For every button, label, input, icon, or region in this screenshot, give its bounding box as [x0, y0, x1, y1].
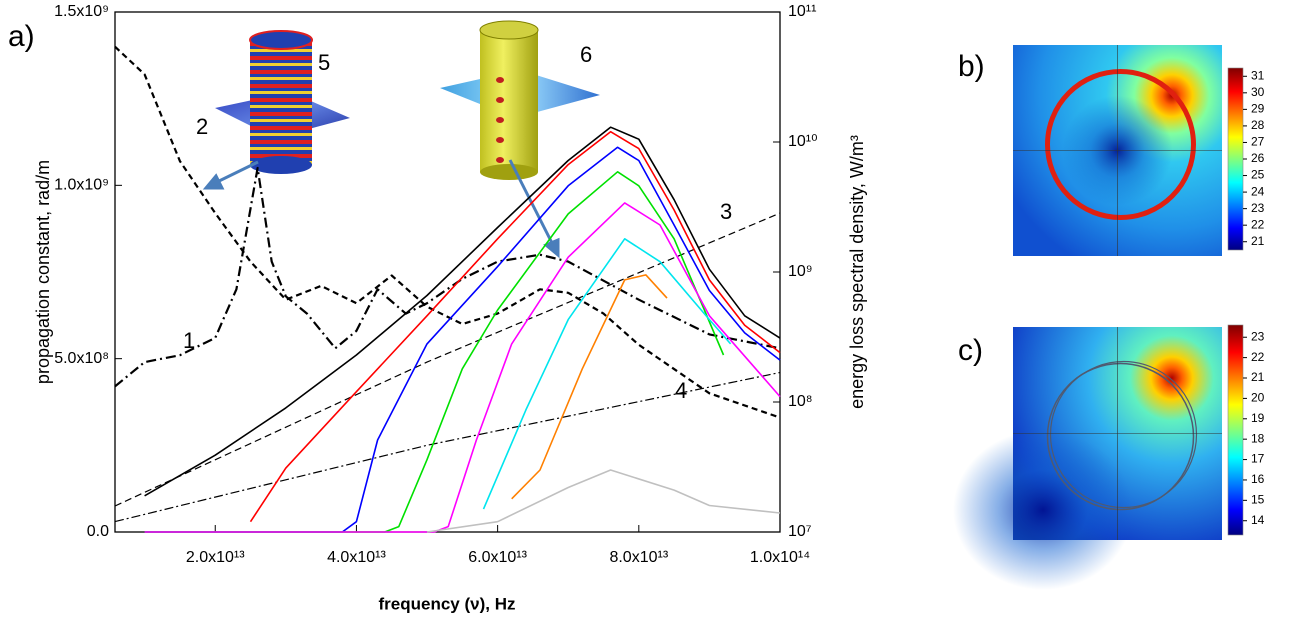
series-line — [144, 126, 781, 497]
colorbar-tick-label: 23 — [1251, 201, 1265, 215]
series-line — [114, 212, 781, 507]
annotation: 5 — [318, 50, 330, 75]
x-tick-label: 8.0x10¹³ — [609, 549, 668, 566]
colorbar-tick-label: 15 — [1251, 493, 1265, 507]
series-line — [249, 130, 781, 523]
colorbar-tick-label: 25 — [1251, 168, 1265, 182]
ring — [1046, 362, 1195, 511]
annotation: 2 — [196, 114, 208, 139]
colorbar-tick-label: 14 — [1251, 513, 1265, 527]
colorbar-tick-label: 22 — [1251, 217, 1265, 231]
panel-label: b) — [958, 50, 985, 83]
annotation: 4 — [675, 378, 687, 403]
colorbar-tick-label: 20 — [1251, 391, 1265, 405]
series-line — [144, 171, 725, 533]
series-line — [426, 469, 781, 533]
colorbar-tick-label: 16 — [1251, 472, 1265, 486]
panel-label: a) — [8, 20, 35, 53]
annotation: 1 — [183, 328, 195, 353]
colorbar-tick-label: 22 — [1251, 350, 1265, 364]
y-tick-label: 5.0x10⁸ — [54, 350, 109, 367]
heatmap: 21 22 23 24 25 26 27 28 29 30 31 — [1013, 45, 1265, 256]
ring — [1045, 69, 1196, 220]
y2-tick-label: 10⁷ — [788, 523, 812, 540]
colorbar-tick-label: 18 — [1251, 431, 1265, 445]
y2-tick-label: 10⁹ — [788, 263, 813, 280]
panel-label: c) — [958, 334, 983, 367]
series-line — [114, 371, 781, 523]
colorbar-tick-label: 23 — [1251, 329, 1265, 343]
x-axis-label: frequency (ν), Hz — [379, 594, 516, 613]
y2-tick-label: 10¹¹ — [788, 3, 816, 20]
colorbar-tick-label: 17 — [1251, 452, 1265, 466]
heatmap: 14 15 16 17 18 19 20 21 22 23 — [953, 324, 1265, 590]
y-tick-label: 0.0 — [87, 523, 109, 540]
series-line — [114, 45, 781, 419]
y-axis-label: propagation constant, rad/m — [33, 160, 53, 384]
colorbar — [1227, 324, 1244, 536]
colorbar-tick-label: 28 — [1251, 118, 1265, 132]
series-line — [511, 274, 668, 500]
x-tick-label: 4.0x10¹³ — [327, 549, 386, 566]
ring — [1049, 360, 1198, 509]
inset-5 — [215, 30, 350, 174]
y-tick-label: 1.5x10⁹ — [54, 3, 109, 20]
y-tick-label: 1.0x10⁹ — [54, 177, 109, 194]
series-line — [482, 238, 732, 510]
colorbar-tick-label: 19 — [1251, 411, 1265, 425]
x-tick-label: 2.0x10¹³ — [186, 549, 245, 566]
y2-tick-label: 10¹⁰ — [788, 133, 818, 150]
colorbar-tick-label: 26 — [1251, 151, 1265, 165]
y2-axis-label: energy loss spectral density, W/m³ — [847, 135, 867, 409]
x-tick-label: 1.0x10¹⁴ — [750, 549, 810, 566]
cold-spot — [953, 430, 1133, 590]
series-line — [144, 146, 781, 533]
colorbar-tick-label: 21 — [1251, 370, 1265, 384]
colorbar-tick-label: 21 — [1251, 234, 1265, 248]
series-line — [114, 166, 781, 388]
colorbar-tick-label: 29 — [1251, 102, 1265, 116]
colorbar-tick-label: 30 — [1251, 85, 1265, 99]
colorbar-tick-label: 24 — [1251, 184, 1265, 198]
colorbar-tick-label: 31 — [1251, 68, 1265, 82]
x-tick-label: 6.0x10¹³ — [468, 549, 527, 566]
inset-6 — [440, 20, 600, 180]
colorbar — [1227, 67, 1244, 251]
y2-tick-label: 10⁸ — [788, 393, 813, 410]
colorbar-tick-label: 27 — [1251, 135, 1265, 149]
annotation: 6 — [580, 42, 592, 67]
annotation: 3 — [720, 199, 732, 224]
